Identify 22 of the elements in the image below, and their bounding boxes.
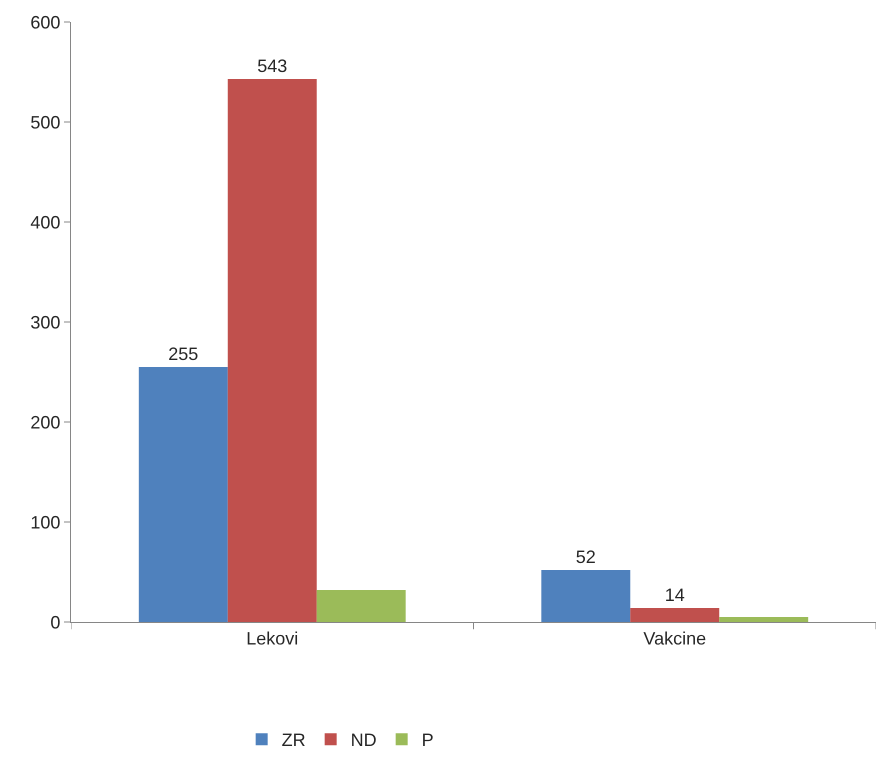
bar bbox=[316, 590, 406, 622]
data-label: 255 bbox=[168, 344, 198, 364]
legend-label: P bbox=[422, 730, 434, 750]
bar bbox=[541, 570, 630, 622]
y-tick-label: 300 bbox=[30, 312, 60, 332]
y-tick-label: 0 bbox=[50, 612, 60, 632]
y-tick-label: 100 bbox=[30, 512, 60, 532]
y-tick-label: 200 bbox=[30, 412, 60, 432]
legend-label: ZR bbox=[282, 730, 306, 750]
legend-label: ND bbox=[350, 730, 377, 750]
data-label: 52 bbox=[576, 547, 596, 567]
y-tick-label: 600 bbox=[30, 12, 60, 32]
y-tick-label: 500 bbox=[30, 112, 60, 132]
bar bbox=[630, 608, 720, 622]
x-tick-label: Vakcine bbox=[643, 628, 706, 649]
y-tick-label: 400 bbox=[30, 212, 60, 232]
data-label: 543 bbox=[257, 56, 288, 76]
x-tick-label: Lekovi bbox=[246, 628, 298, 649]
bar bbox=[719, 617, 808, 622]
data-label: 14 bbox=[664, 585, 685, 605]
bar bbox=[228, 79, 317, 622]
bar bbox=[138, 367, 228, 622]
